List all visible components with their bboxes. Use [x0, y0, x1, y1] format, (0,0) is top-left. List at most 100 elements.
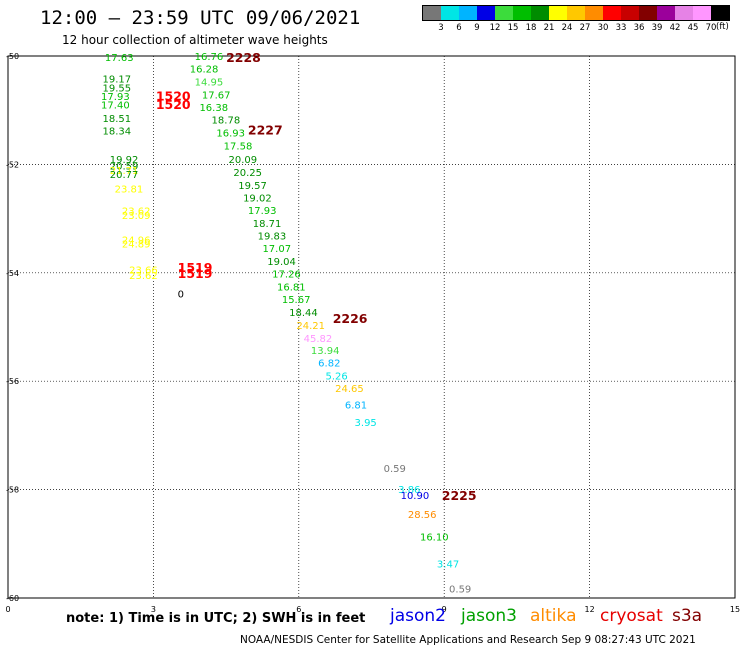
wave-height-label: 19.92: [110, 155, 139, 166]
time-label: 1520: [156, 97, 191, 112]
x-tick-label: 0: [5, 605, 10, 614]
color-swatch: [423, 6, 441, 20]
wave-height-label: 17.40: [101, 100, 130, 111]
wave-height-label: 24.65: [335, 384, 364, 395]
wave-height-label: 20.77: [110, 170, 139, 181]
color-swatch: [531, 6, 549, 20]
wave-height-label: 16.81: [277, 282, 306, 293]
wave-height-label: 20.59: [110, 162, 139, 173]
time-label: 2226: [333, 311, 368, 326]
color-legend-tick: 27: [579, 23, 591, 33]
wave-height-label: 18.51: [103, 114, 132, 125]
color-swatch: [549, 6, 567, 20]
time-label: 1519: [178, 266, 213, 281]
color-legend-tick: 39: [651, 23, 663, 33]
wave-height-label: 14.95: [195, 78, 224, 89]
y-tick-label: -54: [6, 269, 19, 278]
wave-height-label: 19.02: [243, 194, 272, 205]
time-label: 2228: [226, 50, 261, 65]
wave-height-label: 17.26: [272, 269, 301, 280]
wave-height-label: 0.59: [384, 464, 406, 475]
color-swatch: [603, 6, 621, 20]
color-legend-tick: 30: [597, 23, 609, 33]
wave-height-label: 19.57: [238, 181, 267, 192]
color-legend-bar: [422, 5, 730, 21]
wave-height-label: 3.95: [355, 418, 377, 429]
wave-height-label: 23.81: [115, 184, 144, 195]
wave-height-label: 19.04: [267, 257, 296, 268]
y-tick-label: -58: [6, 486, 19, 495]
wave-height-label: 20.25: [233, 168, 262, 179]
wave-height-label: 17.93: [101, 92, 130, 103]
wave-height-label: 20.09: [229, 155, 258, 166]
time-label: 1520: [156, 89, 191, 104]
wave-height-label: 10.90: [401, 491, 430, 502]
color-swatch: [621, 6, 639, 20]
color-swatch: [711, 6, 729, 20]
wave-height-label: 13.94: [311, 346, 340, 357]
wave-height-label: 17.63: [105, 53, 134, 64]
wave-height-label: 24.89: [122, 240, 151, 251]
wave-height-label: 17.67: [202, 91, 231, 102]
wave-height-label: 21.71: [110, 166, 139, 177]
wave-height-label: 6.81: [345, 401, 367, 412]
color-legend-tick: 70: [705, 23, 717, 33]
wave-height-label: 24.21: [296, 321, 325, 332]
wave-height-label: 17.93: [248, 206, 277, 217]
wave-height-label: 17.58: [224, 142, 253, 153]
color-legend-tick: 18: [525, 23, 537, 33]
wave-height-label: 24.96: [122, 235, 151, 246]
color-swatch: [441, 6, 459, 20]
footer-credit: NOAA/NESDIS Center for Satellite Applica…: [240, 634, 696, 646]
y-tick-label: -60: [6, 594, 19, 603]
wave-height-label: 0.59: [449, 584, 471, 595]
color-swatch: [495, 6, 513, 20]
color-legend-tick: 42: [669, 23, 681, 33]
wave-height-label: 16.10: [420, 532, 449, 543]
legend-cryosat: cryosat: [600, 606, 663, 626]
wave-height-label: 5.26: [325, 371, 347, 382]
wave-height-label: 19.55: [103, 84, 132, 95]
chart-subtitle: 12 hour collection of altimeter wave hei…: [62, 33, 328, 47]
wave-height-label: 19.83: [258, 231, 287, 242]
color-legend-tick: 9: [474, 23, 480, 33]
wave-height-label: 16.38: [199, 103, 228, 114]
legend-s3a: s3a: [672, 606, 703, 626]
wave-height-label: 3.47: [437, 559, 459, 570]
wave-height-label: 6.82: [318, 358, 340, 369]
wave-height-label: 0: [178, 289, 184, 300]
wave-height-label: 23.66: [129, 266, 158, 277]
x-tick-label: 3: [151, 605, 156, 614]
wave-height-label: 16.28: [190, 65, 219, 76]
color-swatch: [693, 6, 711, 20]
color-legend-tick: 24: [561, 23, 573, 33]
color-swatch: [567, 6, 585, 20]
x-tick-label: 9: [442, 605, 447, 614]
wave-height-label: 23.62: [129, 271, 158, 282]
wave-height-label: 23.09: [122, 211, 151, 222]
wave-height-label: 18.34: [103, 126, 132, 137]
color-legend-tick: 12: [489, 23, 501, 33]
color-legend-tick: 36: [633, 23, 645, 33]
wave-height-label: 19.17: [103, 74, 132, 85]
color-swatch: [513, 6, 531, 20]
time-label: 2227: [248, 122, 283, 137]
wave-height-label: 18.71: [253, 219, 282, 230]
wave-height-label: 18.78: [212, 115, 241, 126]
y-tick-label: -52: [6, 160, 19, 169]
footer-note: note: 1) Time is in UTC; 2) SWH is in fe…: [66, 611, 366, 626]
color-legend-tick: 3: [438, 23, 444, 33]
color-swatch: [585, 6, 603, 20]
wave-height-label: 16.93: [216, 129, 245, 140]
legend-altika: altika: [530, 606, 577, 626]
y-tick-label: -56: [6, 377, 19, 386]
x-tick-label: 12: [585, 605, 595, 614]
wave-height-label: 45.82: [304, 334, 333, 345]
color-legend-tick: 15: [507, 23, 519, 33]
color-swatch: [477, 6, 495, 20]
legend-jason3: jason3: [461, 606, 517, 626]
legend-jason2: jason2: [390, 606, 446, 626]
color-legend-tick: 45: [687, 23, 699, 33]
y-tick-label: -50: [6, 52, 19, 61]
